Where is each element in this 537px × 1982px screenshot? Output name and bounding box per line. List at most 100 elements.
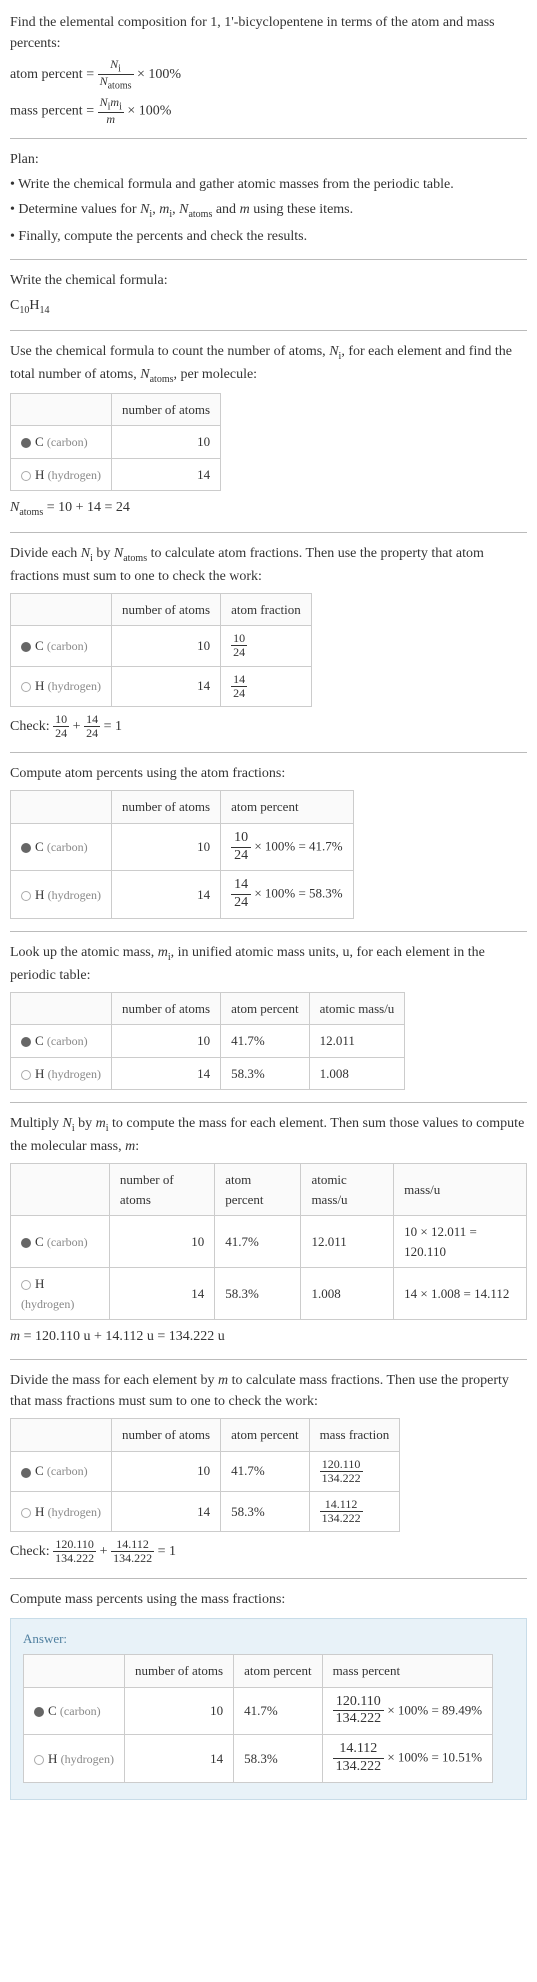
plan-title: Plan: bbox=[10, 149, 527, 170]
plan-section: Plan: • Write the chemical formula and g… bbox=[10, 149, 527, 247]
answer-table: number of atomsatom percentmass percent … bbox=[23, 1654, 493, 1783]
masspct-section: Compute mass percents using the mass fra… bbox=[10, 1589, 527, 1800]
col-header: number of atoms bbox=[111, 393, 220, 426]
table-row: H (hydrogen) 14 1424 bbox=[11, 666, 312, 706]
table-row: H (hydrogen) 14 58.3% 1.008 14 × 1.008 =… bbox=[11, 1268, 527, 1320]
carbon-dot-icon bbox=[21, 1468, 31, 1478]
atomfrac-check: Check: 1024 + 1424 = 1 bbox=[10, 713, 527, 740]
intro-section: Find the elemental composition for 1, 1'… bbox=[10, 12, 527, 126]
carbon-dot-icon bbox=[21, 843, 31, 853]
massfrac-section: Divide the mass for each element by m to… bbox=[10, 1370, 527, 1566]
carbon-dot-icon bbox=[21, 1037, 31, 1047]
table-row: C (carbon) 10 41.7% 120.110134.222 × 100… bbox=[24, 1687, 493, 1735]
atompct-table: number of atomsatom percent C (carbon) 1… bbox=[10, 790, 354, 919]
col-header: number of atoms bbox=[124, 1655, 233, 1688]
table-row: C (carbon) 10 bbox=[11, 426, 221, 459]
table-row: H (hydrogen) 14 bbox=[11, 458, 221, 491]
table-row: C (carbon) 10 41.7% 12.011 10 × 12.011 =… bbox=[11, 1216, 527, 1268]
table-row: H (hydrogen) 14 58.3% 14.112134.222 bbox=[11, 1491, 400, 1531]
atompct-section: Compute atom percents using the atom fra… bbox=[10, 763, 527, 919]
eq-sign: = bbox=[86, 67, 94, 82]
atomic-mass-section: Look up the atomic mass, mi, in unified … bbox=[10, 942, 527, 1090]
natoms-eq: Natoms = 10 + 14 = 24 bbox=[10, 497, 527, 520]
divider bbox=[10, 1102, 527, 1103]
count-intro: Use the chemical formula to count the nu… bbox=[10, 341, 527, 387]
col-header: number of atoms bbox=[111, 1419, 220, 1452]
col-header: atom percent bbox=[234, 1655, 323, 1688]
atomfrac-section: Divide each Ni by Natoms to calculate at… bbox=[10, 543, 527, 740]
carbon-dot-icon bbox=[21, 438, 31, 448]
col-header: number of atoms bbox=[111, 992, 220, 1025]
molmass-intro: Multiply Ni by mi to compute the mass fo… bbox=[10, 1113, 527, 1157]
table-row: C (carbon) 10 41.7% 12.011 bbox=[11, 1025, 405, 1058]
col-header: atom percent bbox=[221, 791, 354, 824]
col-header: atomic mass/u bbox=[309, 992, 405, 1025]
molmass-eq: m = 120.110 u + 14.112 u = 134.222 u bbox=[10, 1326, 527, 1347]
answer-label: Answer: bbox=[23, 1629, 514, 1649]
plan-bullet-2: • Determine values for Ni, mi, Natoms an… bbox=[10, 199, 527, 222]
divider bbox=[10, 330, 527, 331]
divider bbox=[10, 259, 527, 260]
molmass-section: Multiply Ni by mi to compute the mass fo… bbox=[10, 1113, 527, 1347]
col-header: number of atoms bbox=[111, 791, 220, 824]
hydrogen-dot-icon bbox=[21, 1280, 31, 1290]
masspct-title: Compute mass percents using the mass fra… bbox=[10, 1589, 527, 1610]
hydrogen-dot-icon bbox=[21, 1508, 31, 1518]
count-section: Use the chemical formula to count the nu… bbox=[10, 341, 527, 520]
table-row: H (hydrogen) 14 58.3% 14.112134.222 × 10… bbox=[24, 1735, 493, 1783]
col-header: number of atoms bbox=[111, 593, 220, 626]
col-header: number of atoms bbox=[109, 1164, 214, 1216]
answer-box: Answer: number of atomsatom percentmass … bbox=[10, 1618, 527, 1800]
atomfrac-intro: Divide each Ni by Natoms to calculate at… bbox=[10, 543, 527, 587]
divider bbox=[10, 1359, 527, 1360]
atompct-title: Compute atom percents using the atom fra… bbox=[10, 763, 527, 784]
col-header: atom percent bbox=[215, 1164, 301, 1216]
hydrogen-dot-icon bbox=[21, 471, 31, 481]
times-100: × 100% bbox=[137, 67, 181, 82]
atomfrac-table: number of atomsatom fraction C (carbon) … bbox=[10, 593, 312, 707]
massfrac-check: Check: 120.110134.222 + 14.112134.222 = … bbox=[10, 1538, 527, 1565]
count-table: number of atoms C (carbon) 10 H (hydroge… bbox=[10, 393, 221, 492]
divider bbox=[10, 931, 527, 932]
atom-percent-label: atom percent bbox=[10, 67, 83, 82]
plan-bullet-1: • Write the chemical formula and gather … bbox=[10, 174, 527, 195]
divider bbox=[10, 138, 527, 139]
col-header: atom percent bbox=[221, 1419, 310, 1452]
col-header: atom fraction bbox=[221, 593, 312, 626]
plan-bullet-3: • Finally, compute the percents and chec… bbox=[10, 226, 527, 247]
divider bbox=[10, 1578, 527, 1579]
hydrogen-dot-icon bbox=[21, 682, 31, 692]
mass-percent-label: mass percent bbox=[10, 103, 83, 118]
table-row: C (carbon) 10 1024 × 100% = 41.7% bbox=[11, 823, 354, 871]
col-header: mass/u bbox=[394, 1164, 527, 1216]
divider bbox=[10, 532, 527, 533]
fraction: Nimi m bbox=[98, 96, 124, 127]
col-header: atomic mass/u bbox=[301, 1164, 394, 1216]
table-row: H (hydrogen) 14 1424 × 100% = 58.3% bbox=[11, 871, 354, 919]
atomic-mass-intro: Look up the atomic mass, mi, in unified … bbox=[10, 942, 527, 986]
hydrogen-dot-icon bbox=[21, 1070, 31, 1080]
table-row: C (carbon) 10 41.7% 120.110134.222 bbox=[11, 1451, 400, 1491]
mass-percent-formula: mass percent = Nimi m × 100% bbox=[10, 96, 527, 127]
table-row: C (carbon) 10 1024 bbox=[11, 626, 312, 666]
carbon-dot-icon bbox=[21, 1238, 31, 1248]
fraction: Ni Natoms bbox=[98, 58, 134, 92]
col-header: atom percent bbox=[221, 992, 310, 1025]
chemical-formula: C10H14 bbox=[10, 295, 527, 318]
col-header: mass percent bbox=[322, 1655, 493, 1688]
eq-sign: = bbox=[86, 103, 94, 118]
atom-percent-formula: atom percent = Ni Natoms × 100% bbox=[10, 58, 527, 92]
carbon-dot-icon bbox=[21, 642, 31, 652]
divider bbox=[10, 752, 527, 753]
massfrac-intro: Divide the mass for each element by m to… bbox=[10, 1370, 527, 1412]
massfrac-table: number of atomsatom percentmass fraction… bbox=[10, 1418, 400, 1532]
molmass-table: number of atomsatom percentatomic mass/u… bbox=[10, 1163, 527, 1320]
intro-text: Find the elemental composition for 1, 1'… bbox=[10, 12, 527, 54]
table-row: H (hydrogen) 14 58.3% 1.008 bbox=[11, 1057, 405, 1090]
formula-title: Write the chemical formula: bbox=[10, 270, 527, 291]
times-100: × 100% bbox=[127, 103, 171, 118]
col-header: mass fraction bbox=[309, 1419, 400, 1452]
formula-section: Write the chemical formula: C10H14 bbox=[10, 270, 527, 318]
hydrogen-dot-icon bbox=[34, 1755, 44, 1765]
carbon-dot-icon bbox=[34, 1707, 44, 1717]
